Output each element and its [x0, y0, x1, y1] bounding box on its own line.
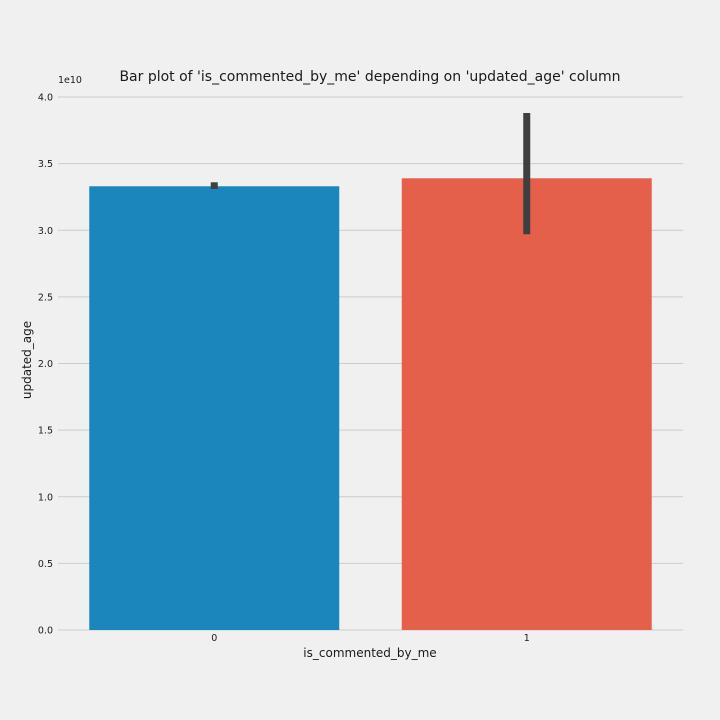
y-tick-label: 0.0 — [38, 626, 53, 637]
bar-1 — [401, 178, 652, 630]
y-tick-label: 1.0 — [38, 492, 53, 503]
x-tick-label: 0 — [211, 633, 217, 644]
chart-title: Bar plot of 'is_commented_by_me' dependi… — [119, 69, 620, 85]
y-tick-label: 0.5 — [38, 559, 53, 570]
y-tick-label: 4.0 — [38, 93, 53, 104]
y-axis-label: updated_age — [20, 321, 34, 399]
error-bars — [210, 112, 531, 235]
y-tick-label: 1.5 — [38, 426, 53, 437]
x-tick-label: 1 — [524, 633, 530, 644]
y-tick-label: 3.0 — [38, 226, 53, 237]
x-axis-label: is_commented_by_me — [303, 646, 436, 660]
y-tick-label: 2.0 — [38, 359, 53, 370]
y-tick-labels: 0.0 0.5 1.0 1.5 2.0 2.5 3.0 3.5 4.0 — [38, 93, 53, 637]
y-tick-label: 2.5 — [38, 292, 53, 303]
y-tick-label: 3.5 — [38, 159, 53, 170]
y-offset-label: 1e10 — [58, 75, 82, 86]
bar-0 — [89, 186, 340, 630]
bars — [89, 178, 652, 630]
